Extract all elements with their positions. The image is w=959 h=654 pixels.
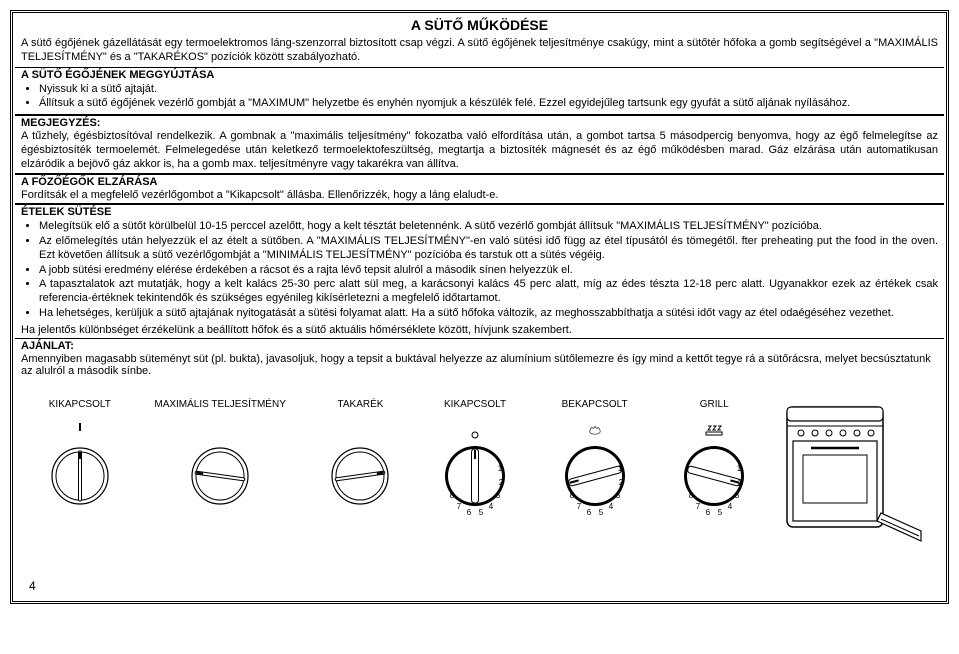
svg-text:6: 6 (467, 508, 472, 517)
svg-text:3: 3 (496, 491, 501, 500)
svg-text:5: 5 (598, 508, 603, 517)
knob-label: KIKAPCSOLT (49, 399, 111, 413)
knob-economy: TAKARÉK (325, 399, 395, 521)
heading-note: MEGJEGYZÉS: (21, 117, 938, 129)
list-item: A tapasztalatok azt mutatják, hogy a kel… (39, 278, 938, 306)
svg-text:4: 4 (489, 502, 494, 511)
knob-off-icon (45, 421, 115, 521)
svg-text:3: 3 (615, 491, 620, 500)
knob-grill: GRILL 87 65 43 (674, 399, 754, 536)
list-item: Az előmelegítés után helyezzük el az éte… (39, 235, 938, 263)
page-number: 4 (29, 579, 36, 593)
knob-dial-on: BEKAPCSOLT 87 65 43 21 (555, 399, 635, 536)
list-item: Nyissuk ki a sütő ajtaját. (39, 83, 938, 97)
ignition-list: Nyissuk ki a sütő ajtaját. Állítsuk a sü… (21, 83, 938, 112)
svg-text:2: 2 (738, 478, 743, 487)
knob-max: MAXIMÁLIS TELJESÍTMÉNY (154, 399, 286, 521)
heading-ignition: A SÜTŐ ÉGŐJÉNEK MEGGYÚJTÁSA (21, 69, 938, 81)
svg-text:5: 5 (718, 508, 723, 517)
knob-label: BEKAPCSOLT (562, 399, 628, 413)
section-ignition: A SÜTŐ ÉGŐJÉNEK MEGGYÚJTÁSA Nyissuk ki a… (15, 67, 944, 116)
knob-label: TAKARÉK (337, 399, 383, 413)
knob-grill-icon: 87 65 43 21 (674, 421, 754, 536)
svg-text:7: 7 (457, 502, 462, 511)
cooking-after: Ha jelentős különbséget érzékelünk a beá… (21, 323, 938, 337)
knob-economy-icon (325, 421, 395, 521)
knob-dial-off: KIKAPCSOLT 87 65 43 21 (435, 399, 515, 536)
svg-text:6: 6 (706, 508, 711, 517)
knob-max-icon (185, 421, 255, 521)
svg-text:4: 4 (608, 502, 613, 511)
section-closing: A FŐZŐÉGŐK ELZÁRÁSA Fordítsák el a megfe… (15, 174, 944, 204)
svg-text:8: 8 (450, 491, 455, 500)
knob-off-1: KIKAPCSOLT (45, 399, 115, 521)
svg-text:7: 7 (576, 502, 581, 511)
list-item: A jobb sütési eredmény elérése érdekében… (39, 264, 938, 278)
page-title: A SÜTŐ MŰKÖDÉSE (15, 15, 944, 35)
svg-text:3: 3 (735, 491, 740, 500)
section-cooking: ÉTELEK SÜTÉSE Melegítsük elő a sütőt kör… (15, 204, 944, 337)
closing-text: Fordítsák el a megfelelő vezérlőgombot a… (21, 188, 938, 202)
svg-text:1: 1 (498, 464, 503, 473)
svg-text:6: 6 (586, 508, 591, 517)
section-note: MEGJEGYZÉS: A tűzhely, égésbiztosítóval … (15, 115, 944, 174)
knob-label: GRILL (700, 399, 729, 413)
note-text: A tűzhely, égésbiztosítóval rendelkezik.… (21, 129, 938, 172)
svg-text:1: 1 (617, 464, 622, 473)
intro-text: A sütő égőjének gázellátását egy termoel… (15, 35, 944, 67)
svg-text:8: 8 (569, 491, 574, 500)
knob-dial-on-icon: 87 65 43 21 (555, 421, 635, 536)
oven-column (774, 399, 934, 549)
svg-text:5: 5 (479, 508, 484, 517)
knob-label: MAXIMÁLIS TELJESÍTMÉNY (154, 399, 286, 413)
svg-text:4: 4 (728, 502, 733, 511)
cooking-list: Melegítsük elő a sütőt körülbelül 10-15 … (21, 220, 938, 320)
heading-recommendation: AJÁNLAT: (21, 340, 938, 352)
list-item: Ha lehetséges, kerüljük a sütő ajtajának… (39, 307, 938, 321)
section-recommendation: AJÁNLAT: Amennyiben magasabb süteményt s… (15, 338, 944, 379)
list-item: Állítsuk a sütő égőjének vezérlő gombját… (39, 97, 938, 111)
recommendation-text: Amennyiben magasabb süteményt süt (pl. b… (21, 352, 938, 378)
heading-cooking: ÉTELEK SÜTÉSE (21, 206, 938, 218)
svg-text:8: 8 (689, 491, 694, 500)
heading-closing: A FŐZŐÉGŐK ELZÁRÁSA (21, 176, 938, 188)
svg-text:2: 2 (499, 478, 504, 487)
svg-text:2: 2 (618, 478, 623, 487)
oven-icon (779, 399, 929, 549)
knob-label: KIKAPCSOLT (444, 399, 506, 413)
svg-text:1: 1 (737, 464, 742, 473)
list-item: Melegítsük elő a sütőt körülbelül 10-15 … (39, 220, 938, 234)
knobs-column: KIKAPCSOLT MAXIMÁLIS TELJESÍTMÉNY (25, 399, 774, 536)
page-frame: A SÜTŐ MŰKÖDÉSE A sütő égőjének gázellát… (10, 10, 949, 604)
diagram-area: KIKAPCSOLT MAXIMÁLIS TELJESÍTMÉNY (15, 379, 944, 599)
svg-text:7: 7 (696, 502, 701, 511)
knob-dial-icon: 87 65 43 21 (435, 421, 515, 536)
